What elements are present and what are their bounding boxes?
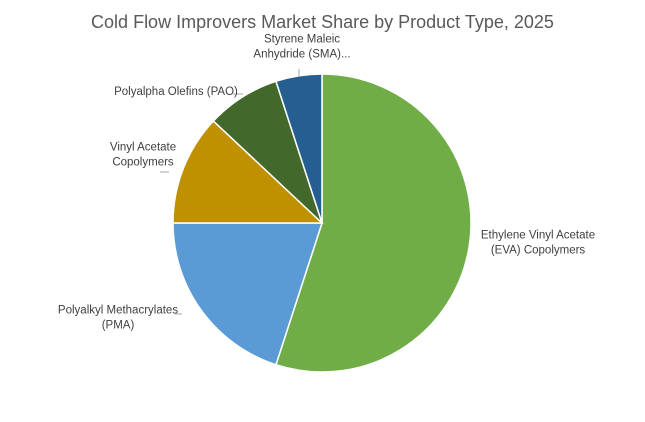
pie-slice xyxy=(172,222,324,366)
pie-slice xyxy=(275,73,472,373)
slice-label: Styrene Maleic Anhydride (SMA)... xyxy=(253,34,350,61)
pie-slice xyxy=(172,119,324,224)
chart-title: Cold Flow Improvers Market Share by Prod… xyxy=(91,12,554,32)
slice-label: Polyalkyl Methacrylates (PMA) xyxy=(58,305,178,332)
slice-label: Polyalpha Olefins (PAO) xyxy=(114,86,238,98)
slice-label: Ethylene Vinyl Acetate (EVA) Copolymers xyxy=(481,230,595,257)
slice-label: Vinyl Acetate Copolymers xyxy=(110,142,176,169)
